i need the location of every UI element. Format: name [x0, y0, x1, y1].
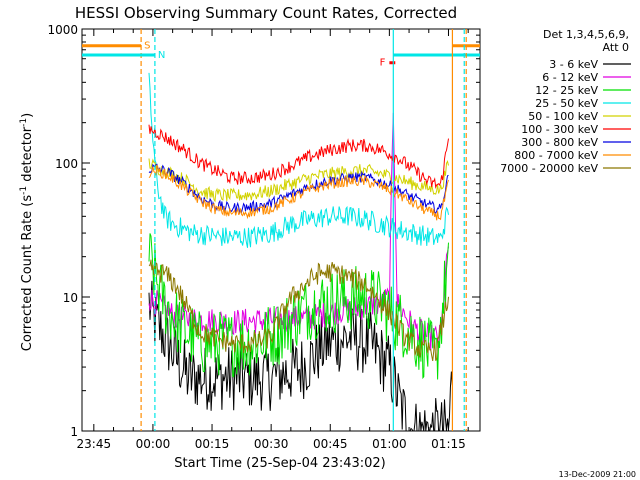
- y-tick-label: 1: [70, 425, 78, 439]
- axis-layer: 23:45 00:00 00:15 00:30 00:45 01:00 01:15 1 10 10…: [47, 23, 480, 451]
- annotation-label-n: N: [158, 50, 165, 61]
- chart-title: HESSI Observing Summary Count Rates, Cor…: [75, 4, 457, 22]
- legend-label-6: 300 - 800 keV: [521, 136, 598, 149]
- annotation-label-f: F: [380, 58, 386, 69]
- series-line-0: [148, 280, 453, 432]
- y-axis-label-main: Corrected Count Rate (s: [20, 195, 35, 352]
- plot-frame: [81, 28, 481, 432]
- legend-label-7: 800 - 7000 keV: [514, 149, 598, 162]
- legend-label-5: 100 - 300 keV: [521, 123, 598, 136]
- x-axis-label: Start Time (25-Sep-04 23:43:02): [174, 456, 385, 471]
- legend-header-line-1: Det 1,3,4,5,6,9,: [543, 28, 629, 41]
- y-tick-label: 1000: [47, 23, 78, 37]
- legend-label-0: 3 - 6 keV: [549, 58, 598, 71]
- legend-label-1: 6 - 12 keV: [542, 71, 598, 84]
- series-line-8: [148, 259, 449, 361]
- y-tick-label: 100: [55, 157, 78, 171]
- series-line-4: [148, 158, 449, 203]
- y-axis-label-mid: detector: [20, 126, 35, 186]
- legend-label-4: 50 - 100 keV: [528, 110, 598, 123]
- x-tick-label: 23:45: [77, 437, 112, 451]
- y-axis-label-sup2: -1: [19, 118, 29, 127]
- x-tick-label: 01:00: [372, 437, 407, 451]
- y-tick-label: 10: [63, 291, 78, 305]
- legend-label-8: 7000 - 20000 keV: [500, 162, 598, 175]
- legend-label-3: 25 - 50 keV: [535, 97, 598, 110]
- plot-area: SN F 23:45 00:00 00:15 00:30 00:45 01:00 01:15 1…: [47, 23, 481, 451]
- series-layer: [148, 72, 453, 432]
- y-axis-label: Corrected Count Rate (s-1 detector-1): [19, 113, 35, 351]
- x-tick-label: 00:30: [254, 437, 289, 451]
- legend-header-line-2: Att 0: [603, 41, 629, 54]
- x-tick-label: 01:15: [431, 437, 466, 451]
- x-tick-label: 00:00: [136, 437, 171, 451]
- y-axis-label-sup1: -1: [19, 186, 29, 195]
- footer-date-stamp: 13-Dec-2009 21:00: [559, 470, 636, 479]
- series-line-7: [148, 164, 449, 221]
- legend-label-2: 12 - 25 keV: [535, 84, 598, 97]
- series-line-2: [148, 233, 449, 380]
- annotation-label-s: S: [144, 41, 150, 52]
- x-tick-label: 00:15: [195, 437, 230, 451]
- annotation-layer: SN F: [82, 29, 480, 431]
- y-axis-label-end: ): [20, 113, 35, 118]
- series-line-3: [148, 72, 449, 248]
- x-tick-label: 00:45: [313, 437, 348, 451]
- series-line-5: [148, 124, 449, 189]
